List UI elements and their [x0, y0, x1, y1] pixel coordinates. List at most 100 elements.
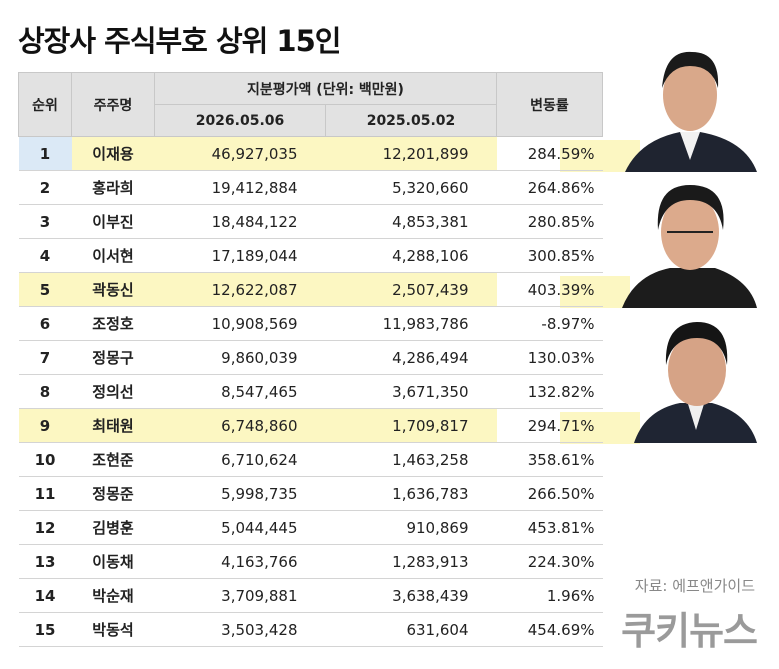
table-cell: 631,604	[325, 612, 497, 647]
table-row: 9 최태원 6,748,860 1,709,817 294.71%	[18, 408, 603, 443]
table-cell: 이동채	[71, 544, 155, 579]
header-cell: 2025.05.02	[325, 104, 497, 137]
portrait	[622, 185, 757, 308]
header-cell: 변동률	[496, 72, 603, 137]
table-cell: 130.03%	[496, 340, 603, 375]
table-cell: 280.85%	[496, 204, 603, 239]
table-cell: 454.69%	[496, 612, 603, 647]
table-row: 6 조정호 10,908,569 11,983,786 -8.97%	[18, 306, 603, 341]
table-cell: 이서현	[71, 238, 155, 273]
table-cell: 1,463,258	[325, 442, 497, 477]
table-cell: 453.81%	[496, 510, 603, 545]
table-cell: 19,412,884	[154, 170, 326, 205]
table-row: 3 이부진 18,484,122 4,853,381 280.85%	[18, 204, 603, 239]
table-cell: 이재용	[71, 136, 155, 171]
table-cell: 224.30%	[496, 544, 603, 579]
table-cell: 4,853,381	[325, 204, 497, 239]
table-row: 4 이서현 17,189,044 4,288,106 300.85%	[18, 238, 603, 273]
table-cell: 김병훈	[71, 510, 155, 545]
table-row: 5 곽동신 12,622,087 2,507,439 403.39%	[18, 272, 603, 307]
table-cell: 2,507,439	[325, 272, 497, 307]
table-cell: 15	[18, 612, 72, 647]
table-cell: 4,286,494	[325, 340, 497, 375]
table-cell: 3,638,439	[325, 578, 497, 613]
table-row: 2 홍라희 19,412,884 5,320,660 264.86%	[18, 170, 603, 205]
table-cell: 3	[18, 204, 72, 239]
table-cell: 3,671,350	[325, 374, 497, 409]
table-cell: 3,503,428	[154, 612, 326, 647]
table-cell: 7	[18, 340, 72, 375]
header-cell: 지분평가액 (단위: 백만원)	[154, 72, 497, 105]
table-row: 10 조현준 6,710,624 1,463,258 358.61%	[18, 442, 603, 477]
table-cell: 11,983,786	[325, 306, 497, 341]
table-cell: 1,283,913	[325, 544, 497, 579]
table-cell: 2	[18, 170, 72, 205]
table-cell: 1.96%	[496, 578, 603, 613]
table-cell: 9,860,039	[154, 340, 326, 375]
table-cell: 1	[18, 136, 72, 171]
table-cell: 12,622,087	[154, 272, 326, 307]
table-cell: 8,547,465	[154, 374, 326, 409]
source: 자료: 에프앤가이드	[634, 577, 755, 595]
table-cell: 정몽구	[71, 340, 155, 375]
table-cell: 박동석	[71, 612, 155, 647]
table-row: 7 정몽구 9,860,039 4,286,494 130.03%	[18, 340, 603, 375]
table-cell: 18,484,122	[154, 204, 326, 239]
portrait	[625, 51, 757, 172]
table-cell: 266.50%	[496, 476, 603, 511]
table-row: 13 이동채 4,163,766 1,283,913 224.30%	[18, 544, 603, 579]
header-cell: 순위	[18, 72, 72, 137]
table-row: 11 정몽준 5,998,735 1,636,783 266.50%	[18, 476, 603, 511]
table-cell: 17,189,044	[154, 238, 326, 273]
table-cell: 3,709,881	[154, 578, 326, 613]
table-cell: 5	[18, 272, 72, 307]
table-cell: 4,288,106	[325, 238, 497, 273]
table-cell: 4	[18, 238, 72, 273]
table-cell: 5,320,660	[325, 170, 497, 205]
table-row: 15 박동석 3,503,428 631,604 454.69%	[18, 612, 603, 647]
header-cell: 2026.05.06	[154, 104, 326, 137]
table-cell: 이부진	[71, 204, 155, 239]
table-cell: 294.71%	[496, 408, 603, 443]
table-cell: 4,163,766	[154, 544, 326, 579]
table-row: 1 이재용 46,927,035 12,201,899 284.59%	[18, 136, 603, 171]
table-cell: 1,636,783	[325, 476, 497, 511]
ranking-table: 순위 주주명 지분평가액 (단위: 백만원) 변동률 2026.05.06 20…	[18, 72, 603, 647]
table-cell: 910,869	[325, 510, 497, 545]
table-cell: 정의선	[71, 374, 155, 409]
table-cell: 132.82%	[496, 374, 603, 409]
table-cell: 5,044,445	[154, 510, 326, 545]
table-cell: 6,748,860	[154, 408, 326, 443]
logo: 쿠키뉴스	[621, 609, 758, 653]
table-row: 12 김병훈 5,044,445 910,869 453.81%	[18, 510, 603, 545]
table-cell: 박순재	[71, 578, 155, 613]
table-cell: 8	[18, 374, 72, 409]
table-row: 14 박순재 3,709,881 3,638,439 1.96%	[18, 578, 603, 613]
table-cell: 조정호	[71, 306, 155, 341]
table-cell: -8.97%	[496, 306, 603, 341]
title: 상장사 주식부호 상위 15인	[18, 24, 341, 58]
table-cell: 홍라희	[71, 170, 155, 205]
table-cell: 6	[18, 306, 72, 341]
table-cell: 403.39%	[496, 272, 603, 307]
table-cell: 10	[18, 442, 72, 477]
table-cell: 10,908,569	[154, 306, 326, 341]
table-cell: 곽동신	[71, 272, 155, 307]
table-cell: 300.85%	[496, 238, 603, 273]
table-row: 8 정의선 8,547,465 3,671,350 132.82%	[18, 374, 603, 409]
portrait	[634, 322, 757, 443]
table-cell: 6,710,624	[154, 442, 326, 477]
table-cell: 11	[18, 476, 72, 511]
table-cell: 최태원	[71, 408, 155, 443]
table-cell: 46,927,035	[154, 136, 326, 171]
table-cell: 정몽준	[71, 476, 155, 511]
table-cell: 5,998,735	[154, 476, 326, 511]
table-cell: 9	[18, 408, 72, 443]
table-cell: 14	[18, 578, 72, 613]
header-cell: 주주명	[71, 72, 155, 137]
table-cell: 1,709,817	[325, 408, 497, 443]
table-cell: 12	[18, 510, 72, 545]
table-cell: 264.86%	[496, 170, 603, 205]
